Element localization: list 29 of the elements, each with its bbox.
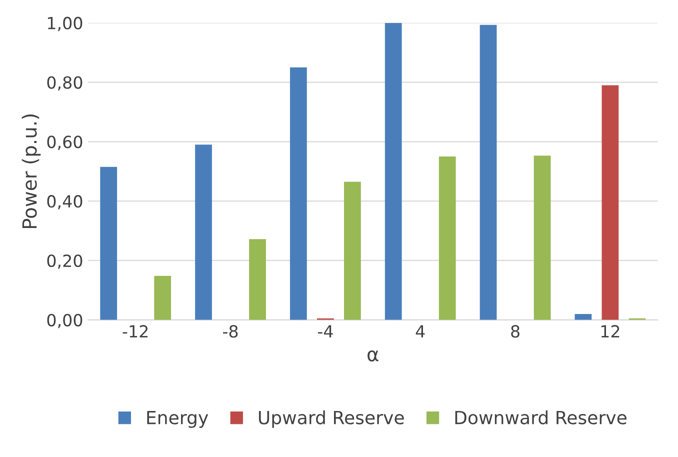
bar	[195, 144, 212, 320]
y-tick-label: 0,40	[47, 195, 82, 210]
x-tick-label: 12	[601, 325, 620, 338]
bar	[574, 314, 592, 320]
x-tick-label: -8	[223, 325, 238, 338]
bar	[154, 276, 172, 320]
bar	[534, 156, 551, 320]
x-tick-label: 4	[416, 325, 425, 338]
legend-label: Upward Reserve	[258, 410, 404, 428]
x-tick-label: -4	[318, 325, 333, 338]
x-tick-label: -12	[122, 325, 148, 338]
legend-label: Downward Reserve	[455, 410, 626, 424]
bar	[100, 166, 118, 320]
y-tick-label: 0,80	[47, 76, 82, 91]
bar	[290, 67, 307, 320]
y-tick-label: 0,60	[47, 136, 82, 150]
bar	[602, 85, 619, 320]
bar	[344, 182, 361, 320]
x-tick-label: 8	[511, 325, 520, 338]
bar	[480, 24, 497, 320]
x-axis-title: α	[368, 350, 378, 362]
legend-label: Energy	[147, 410, 208, 428]
bar	[249, 239, 266, 320]
y-axis-title: Power (p.u.)	[22, 114, 41, 228]
y-tick-label: 0,20	[47, 254, 82, 269]
bar	[438, 156, 456, 320]
bar	[384, 22, 402, 320]
y-tick-label: 1,00	[48, 16, 82, 32]
y-tick-label: 0,00	[47, 314, 82, 328]
